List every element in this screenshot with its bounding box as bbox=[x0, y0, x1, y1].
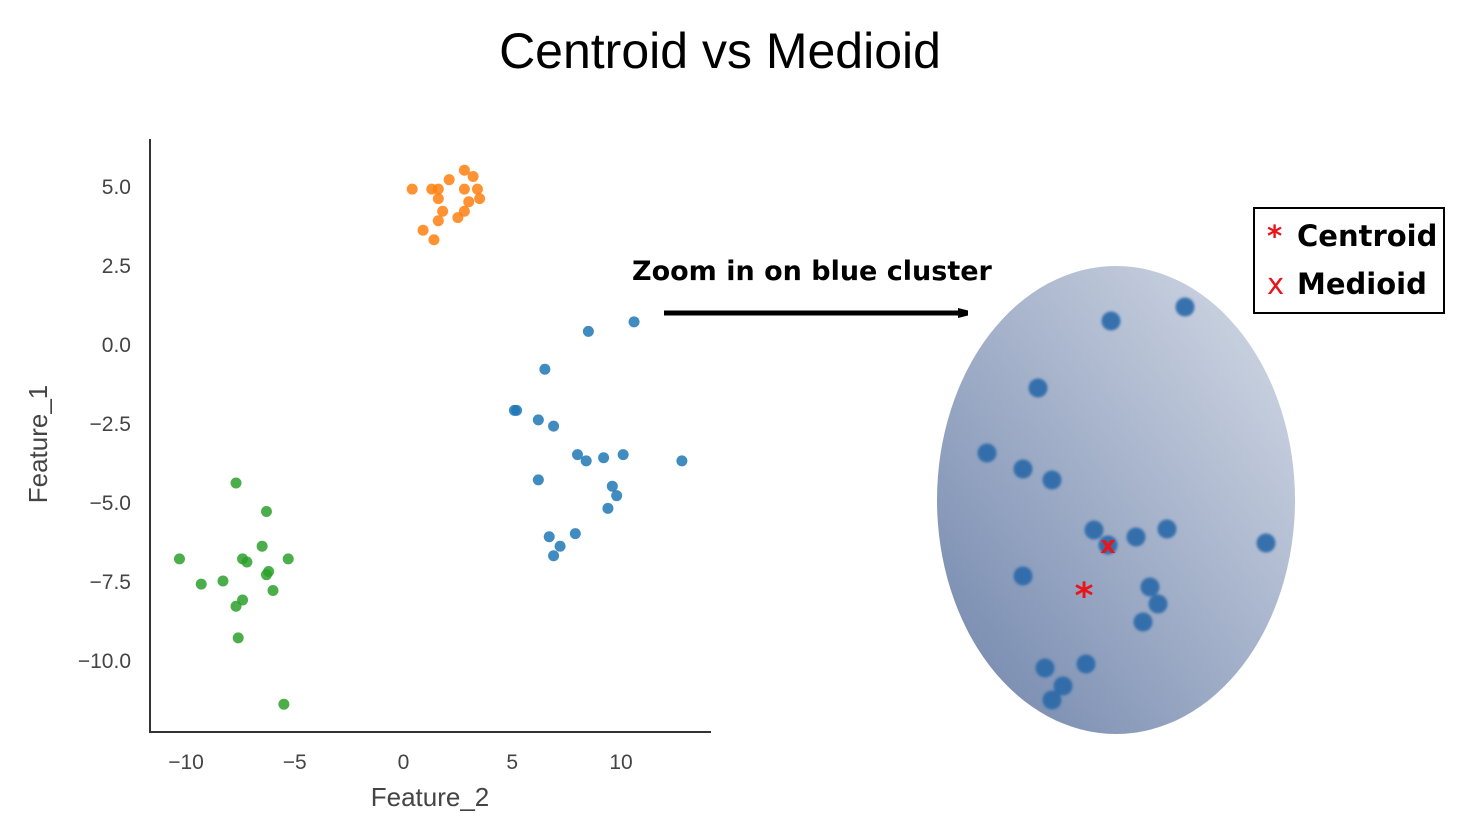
data-point bbox=[676, 455, 688, 467]
y-tick-label: −5.0 bbox=[90, 492, 131, 515]
data-point bbox=[437, 205, 449, 217]
data-point bbox=[406, 183, 418, 195]
zoom-annotation: Zoom in on blue cluster bbox=[632, 256, 992, 287]
x-tick-labels: −10 −5 0 5 10 bbox=[168, 751, 632, 774]
data-point bbox=[267, 584, 279, 596]
y-tick-label: 0.0 bbox=[102, 334, 131, 357]
data-point bbox=[572, 449, 583, 461]
zoomed-data-point bbox=[1175, 297, 1195, 317]
x-axis-label: Feature_2 bbox=[371, 782, 490, 812]
data-point bbox=[532, 414, 544, 426]
legend-item-centroid: * Centroid bbox=[1267, 219, 1437, 253]
scatter-plot: 5.0 2.5 0.0 −2.5 −5.0 −7.5 −10.0 −10 −5 0 5 10 Fea… bbox=[23, 139, 711, 812]
zoomed-data-point bbox=[1140, 577, 1160, 597]
centroid-marker: * bbox=[1075, 576, 1094, 617]
data-point bbox=[539, 363, 551, 375]
zoomed-data-point bbox=[1035, 658, 1055, 678]
zoomed-data-point bbox=[1157, 519, 1177, 539]
data-point bbox=[260, 569, 272, 581]
data-point bbox=[173, 553, 185, 565]
y-tick-label: −7.5 bbox=[90, 571, 131, 594]
zoomed-data-point bbox=[1098, 535, 1118, 555]
data-point bbox=[598, 452, 610, 464]
data-point bbox=[617, 449, 629, 461]
data-point bbox=[611, 490, 623, 502]
data-point bbox=[569, 528, 581, 540]
data-point bbox=[458, 164, 470, 176]
zoomed-data-point bbox=[1076, 654, 1096, 674]
data-point bbox=[463, 196, 475, 208]
data-point bbox=[602, 502, 614, 514]
zoomed-data-point bbox=[1256, 533, 1276, 553]
data-point bbox=[432, 215, 444, 227]
y-tick-label: 2.5 bbox=[102, 255, 131, 278]
zoomed-data-point bbox=[1053, 676, 1073, 696]
data-point bbox=[256, 540, 268, 552]
data-point bbox=[458, 183, 470, 195]
data-point bbox=[282, 553, 294, 565]
data-point bbox=[217, 575, 229, 587]
data-point bbox=[467, 171, 479, 183]
y-tick-label: −10.0 bbox=[78, 650, 131, 673]
zoomed-points bbox=[977, 297, 1276, 710]
zoomed-data-point bbox=[1042, 470, 1062, 490]
data-point bbox=[554, 540, 566, 552]
data-point bbox=[432, 183, 444, 195]
data-point bbox=[606, 480, 618, 492]
data-point bbox=[195, 578, 207, 590]
data-point bbox=[428, 234, 440, 246]
data-point bbox=[543, 531, 555, 543]
data-point bbox=[443, 174, 455, 186]
y-tick-labels: 5.0 2.5 0.0 −2.5 −5.0 −7.5 −10.0 bbox=[78, 176, 131, 673]
medioid-marker: x bbox=[1100, 531, 1116, 559]
data-points bbox=[173, 164, 688, 710]
legend-label: Centroid bbox=[1297, 219, 1438, 253]
data-point bbox=[474, 193, 486, 205]
data-point bbox=[580, 455, 592, 467]
data-point bbox=[278, 698, 290, 710]
x-mark-icon: x bbox=[1267, 267, 1285, 301]
data-point bbox=[230, 600, 242, 612]
data-point bbox=[452, 212, 464, 224]
zoomed-data-point bbox=[977, 443, 997, 463]
zoomed-data-point bbox=[1028, 378, 1048, 398]
y-tick-label: −2.5 bbox=[90, 413, 131, 436]
data-point bbox=[241, 556, 253, 568]
data-point bbox=[230, 477, 242, 489]
x-tick-label: −10 bbox=[168, 751, 204, 774]
y-tick-label: 5.0 bbox=[102, 176, 131, 199]
asterisk-icon: * bbox=[1267, 219, 1283, 253]
zoomed-data-point bbox=[1013, 566, 1033, 586]
data-point bbox=[471, 183, 483, 195]
data-point bbox=[417, 224, 429, 236]
x-tick-label: −5 bbox=[283, 751, 307, 774]
data-point bbox=[260, 505, 272, 517]
data-point bbox=[511, 404, 523, 416]
legend-label: Medioid bbox=[1297, 267, 1427, 301]
data-point bbox=[232, 632, 244, 644]
zoomed-data-point bbox=[1126, 527, 1146, 547]
data-point bbox=[532, 474, 544, 486]
data-point bbox=[432, 193, 444, 205]
zoomed-data-point bbox=[1101, 311, 1121, 331]
y-axis-label: Feature_1 bbox=[23, 385, 53, 504]
legend-item-medioid: x Medioid bbox=[1267, 267, 1427, 301]
x-tick-label: 0 bbox=[398, 751, 410, 774]
data-point bbox=[582, 325, 594, 337]
zoomed-data-point bbox=[1148, 594, 1168, 614]
zoomed-cluster-panel: x * bbox=[937, 266, 1295, 734]
legend: * Centroid x Medioid bbox=[1253, 207, 1445, 314]
zoomed-data-point bbox=[1013, 459, 1033, 479]
zoomed-data-point bbox=[1133, 612, 1153, 632]
page-title: Centroid vs Medioid bbox=[499, 23, 941, 79]
data-point bbox=[628, 316, 640, 328]
zoom-ellipse bbox=[937, 266, 1295, 734]
data-point bbox=[548, 420, 560, 432]
zoomed-data-point bbox=[1042, 690, 1062, 710]
x-tick-label: 5 bbox=[506, 751, 518, 774]
x-tick-label: 10 bbox=[609, 751, 632, 774]
zoomed-data-point bbox=[1084, 520, 1104, 540]
data-point bbox=[548, 550, 560, 562]
